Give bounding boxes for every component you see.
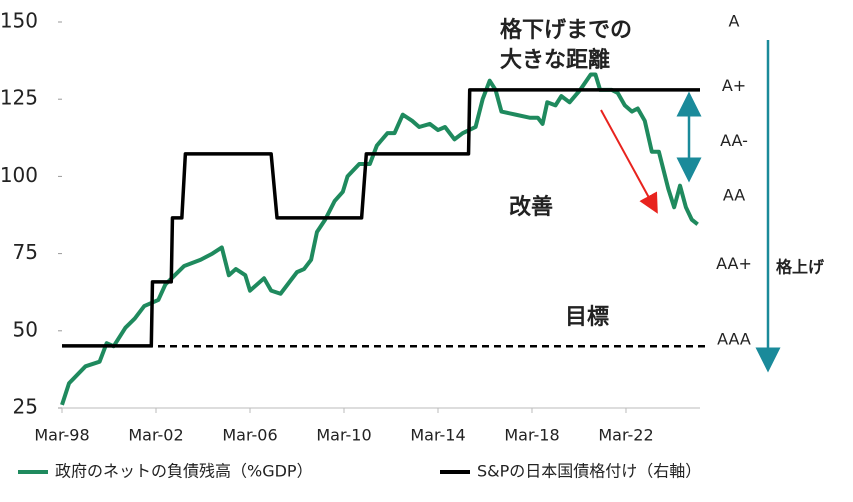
y2-tick-label: AA+ [716, 254, 752, 273]
y2-tick-label: AAA [717, 330, 751, 349]
x-tick-label: Mar-06 [222, 426, 277, 445]
legend-label: 政府のネットの負債残高（%GDP） [55, 462, 313, 481]
legend-label: S&Pの日本国債格付け（右軸） [477, 462, 701, 481]
y-tick-label: 75 [13, 240, 38, 264]
y2-tick-label: AA [723, 186, 745, 205]
annotation: 格上げ [776, 258, 825, 277]
annotation: 改善 [509, 194, 553, 220]
y-tick-label: 150 [0, 9, 38, 33]
series-line [60, 72, 699, 406]
y-tick-label: 25 [13, 395, 38, 419]
y2-tick-label: AA- [720, 131, 748, 150]
y2-tick-label: A [729, 12, 740, 31]
series-line [62, 88, 700, 348]
y-tick-label: 100 [0, 163, 38, 187]
x-tick-label: Mar-18 [504, 426, 559, 445]
x-tick-label: Mar-02 [128, 426, 183, 445]
x-tick-label: Mar-22 [598, 426, 653, 445]
plot-area: 25 50 75 100 125 150 AAA AA+ AA AA- A+ A Mar-98 Mar-0… [0, 9, 752, 445]
annotation: 大きな距離 [500, 47, 610, 73]
annotation: 格下げまでの [500, 17, 632, 43]
y2-tick-label: A+ [722, 76, 746, 95]
y-tick-label: 50 [13, 317, 38, 341]
improve-arrow [600, 109, 658, 214]
x-tick-label: Mar-10 [316, 426, 371, 445]
y-tick-label: 125 [0, 86, 38, 110]
x-tick-label: Mar-98 [34, 426, 89, 445]
x-tick-label: Mar-14 [410, 426, 465, 445]
annotation: 目標 [565, 305, 609, 330]
